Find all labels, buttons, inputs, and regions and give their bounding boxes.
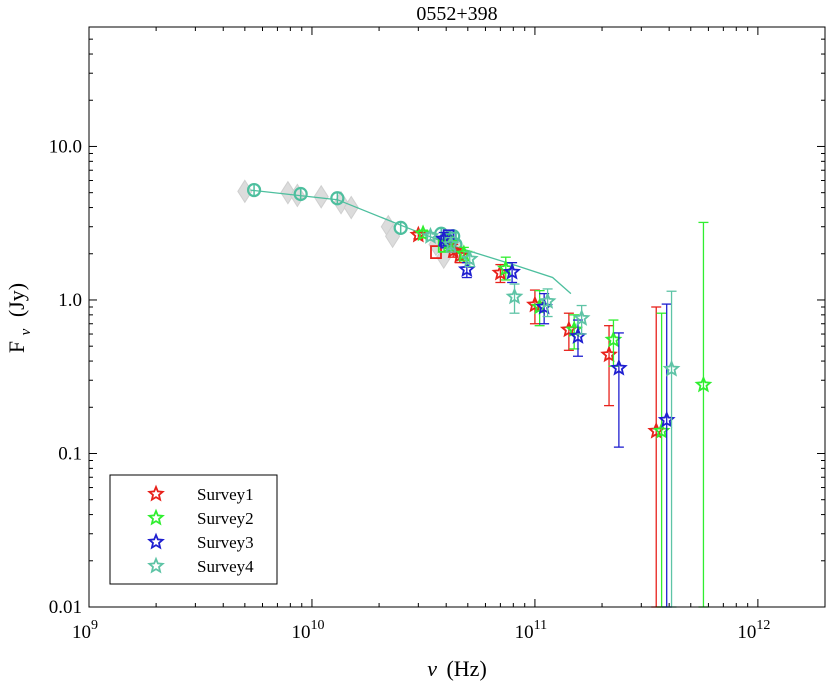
legend-item: Survey2 — [147, 508, 254, 528]
legend-label: Survey4 — [197, 557, 254, 576]
legend-label: Survey1 — [197, 485, 254, 504]
legend: Survey1 Survey2 Survey3 Survey4 — [109, 474, 278, 585]
legend-star-icon — [147, 508, 165, 526]
data-point-star — [442, 235, 460, 252]
x-tick-label: 1012 — [737, 618, 770, 643]
x-tick-label: 1010 — [291, 618, 324, 643]
x-tick-exponent: 11 — [534, 618, 547, 633]
data-point-star — [572, 308, 591, 326]
x-tick-label: 109 — [72, 618, 98, 643]
legend-item: Survey3 — [147, 532, 254, 552]
plot-frame — [88, 26, 826, 608]
x-axis-unit: (Hz) — [446, 656, 486, 681]
x-axis-symbol: ν — [427, 656, 437, 681]
y-tick-label: 0.01 — [49, 597, 82, 618]
legend-star-icon — [147, 532, 165, 550]
legend-star-icon — [147, 556, 165, 574]
x-tick-base: 10 — [515, 622, 534, 643]
archival-point — [280, 180, 296, 205]
legend-item: Survey1 — [147, 484, 254, 504]
data-point-star — [662, 359, 681, 377]
series-survey4 — [421, 226, 681, 608]
y-axis-symbol: F — [4, 341, 29, 353]
data-point-star — [414, 224, 432, 242]
legend-star-icon — [147, 484, 165, 502]
chart-title: 0552+398 — [416, 3, 497, 25]
legend-item: Survey4 — [147, 556, 254, 576]
x-tick-base: 10 — [72, 622, 91, 643]
x-tick-base: 10 — [737, 622, 756, 643]
data-point-star — [538, 291, 557, 309]
x-tick-exponent: 10 — [310, 618, 324, 633]
data-point-star — [505, 287, 524, 305]
data-point-star — [503, 262, 521, 280]
data-point-star — [460, 249, 479, 267]
data-point-star — [610, 358, 628, 376]
legend-entries: Survey1 Survey2 Survey3 Survey4 — [147, 484, 254, 576]
data-point-star — [694, 375, 713, 393]
survey-series — [409, 221, 713, 608]
x-axis-label: ν (Hz) — [427, 656, 487, 681]
y-tick-label: 1.0 — [58, 290, 82, 311]
legend-label: Survey2 — [197, 509, 254, 528]
x-tick-exponent: 12 — [756, 618, 770, 633]
x-tick-exponent: 9 — [91, 618, 98, 633]
legend-label: Survey3 — [197, 533, 254, 552]
legend-box — [109, 474, 278, 585]
y-tick-label: 0.1 — [58, 443, 82, 464]
archival-point — [313, 184, 329, 209]
y-tick-label: 10.0 — [49, 136, 82, 157]
data-point-star — [600, 345, 618, 363]
y-axis-unit: (Jy) — [4, 283, 29, 317]
x-tick-base: 10 — [291, 622, 310, 643]
data-point-star — [565, 320, 584, 338]
y-axis-subscript: ν — [18, 328, 34, 335]
x-tick-label: 1011 — [515, 618, 547, 643]
data-point-star — [421, 226, 440, 244]
y-axis-label: F ν (Jy) — [4, 283, 35, 353]
